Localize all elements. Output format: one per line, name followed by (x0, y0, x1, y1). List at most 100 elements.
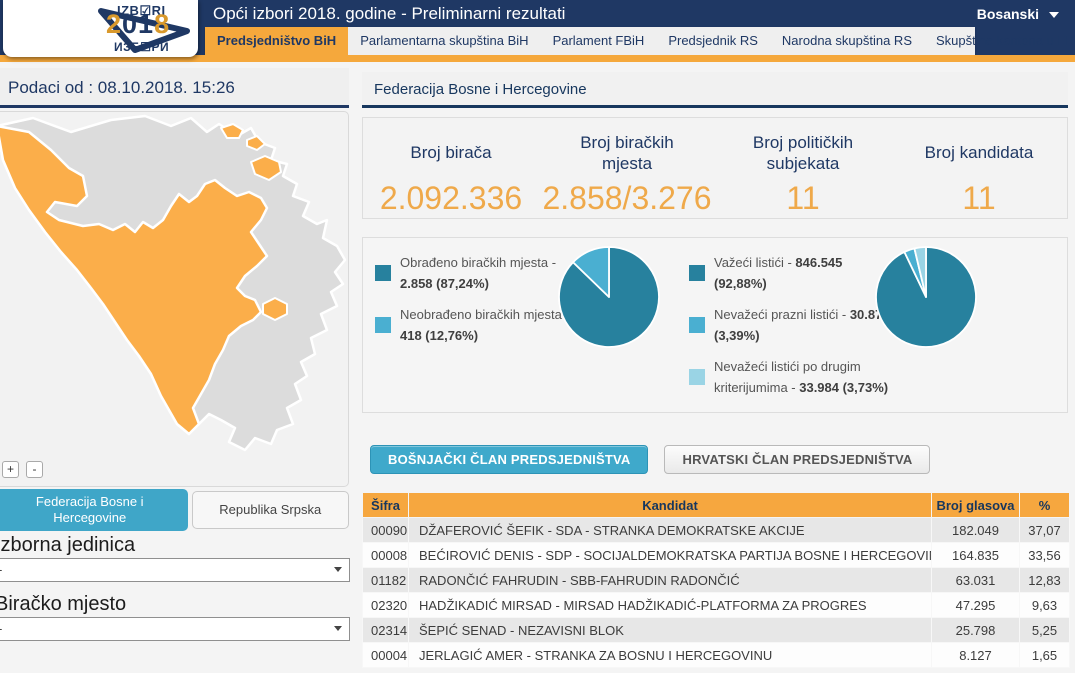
cell-code: 01182 (362, 567, 409, 593)
logo-text-izbori-cyrillic: ИЗБ☑РИ (114, 40, 170, 54)
cell-candidate: DŽAFEROVIĆ ŠEFIK - SDA - STRANKA DEMOKRA… (408, 517, 932, 543)
pie-chart-ballots (875, 246, 977, 348)
data-timestamp: Podaci od : 08.10.2018. 15:26 (0, 68, 349, 108)
legend-item: Nevažeći listići po drugim kriterijumima… (689, 356, 897, 399)
cell-candidate: JERLAGIĆ AMER - STRANKA ZA BOSNU I HERCE… (408, 642, 932, 668)
column-header-broj-glasova: Broj glasova (931, 492, 1020, 518)
izborna-jedinica-select[interactable]: - (0, 558, 350, 582)
region-title: Federacija Bosne i Hercegovine (362, 72, 1068, 108)
legend-swatch-light-blue (689, 369, 705, 386)
bosniak-member-button[interactable]: BOŠNJAČKI ČLAN PREDSJEDNIŠTVA (370, 445, 649, 474)
legend-swatch-dark-teal (375, 265, 391, 282)
table-row: 02320 HADŽIKADIĆ MIRSAD - MIRSAD HADŽIKAD… (362, 592, 1070, 618)
cell-votes: 63.031 (931, 567, 1020, 593)
legend-swatch-medium-blue (375, 317, 391, 334)
nav-tab-skupstine-kantona-fbih[interactable]: Skupštine kantona u FBiH (936, 33, 1075, 48)
column-header-percent: % (1019, 492, 1070, 518)
legend-item: Važeći listići - 846.545 (92,88%) (689, 252, 897, 295)
language-selector[interactable]: Bosanski (977, 6, 1059, 22)
bosnia-triangle-icon (98, 8, 190, 53)
summary-stats: Broj birača 2.092.336 Broj biračkih mjes… (362, 117, 1068, 219)
results-table-body: 00090 DŽAFEROVIĆ ŠEFIK - SDA - STRANKA DE… (362, 517, 1070, 668)
cell-code: 00090 (362, 517, 409, 543)
cell-percent: 37,07 (1019, 517, 1070, 543)
stat-broj-politickih-subjekata: Broj političkih subjekata 11 (752, 132, 854, 216)
biracko-mjesto-value: - (0, 621, 2, 636)
legend-item: Neobrađeno biračkih mjesta - 418 (12,76%… (375, 304, 583, 347)
cell-votes: 164.835 (931, 542, 1020, 568)
legend-swatch-medium-blue (689, 317, 705, 334)
nav-tab-parlament-fbih[interactable]: Parlament FBiH (552, 33, 645, 48)
legend-ballots: Važeći listići - 846.545 (92,88%) Nevaže… (689, 252, 897, 408)
pie-charts-panel: Obrađeno biračkih mjesta - 2.858 (87,24%… (362, 237, 1068, 413)
pie-slice (913, 246, 927, 298)
entity-tab-federacija-bih[interactable]: Federacija Bosne i Hercegovine (0, 489, 188, 531)
cell-percent: 12,83 (1019, 567, 1070, 593)
izbori-2018-logo: IZB☑RI 2018 ИЗБ☑РИ (3, 0, 198, 57)
map-zoom-controls: + - (2, 461, 43, 478)
stat-broj-kandidata: Broj kandidata 11 (924, 143, 1034, 216)
chevron-down-icon (334, 626, 342, 631)
map-zoom-in-button[interactable]: + (2, 461, 19, 478)
cell-votes: 182.049 (931, 517, 1020, 543)
izborna-jedinica-label: Izborna jedinica (0, 534, 136, 556)
bosnia-map[interactable]: + - (0, 111, 349, 487)
cell-votes: 47.295 (931, 592, 1020, 618)
cell-candidate: BEĆIROVIĆ DENIS - SDP - SOCIJALDEMOKRATS… (408, 542, 932, 568)
page-title: Opći izbori 2018. godine - Preliminarni … (213, 4, 566, 23)
cell-candidate: ŠEPIĆ SENAD - NEZAVISNI BLOK (408, 617, 932, 643)
entity-tab-republika-srpska[interactable]: Republika Srpska (191, 491, 349, 529)
table-header-row: Šifra Kandidat Broj glasova % (362, 492, 1070, 518)
cell-candidate: HADŽIKADIĆ MIRSAD - MIRSAD HADŽIKADIĆ-PL… (408, 592, 932, 618)
biracko-mjesto-select[interactable]: - (0, 617, 350, 641)
biracko-mjesto-label: Biračko mjesto (0, 593, 127, 615)
main-nav: Predsjedništvo BiH Parlamentarna skupšti… (205, 27, 1075, 55)
map-exclave-4 (262, 297, 288, 321)
language-label: Bosanski (976, 6, 1039, 22)
croat-member-button[interactable]: HRVATSKI ČLAN PREDSJEDNIŠTVA (664, 445, 931, 474)
cell-percent: 1,65 (1019, 642, 1070, 668)
accent-strip (0, 55, 1075, 62)
stat-broj-biraca: Broj birača 2.092.336 (379, 143, 523, 216)
map-exclave-2 (246, 135, 266, 151)
cell-percent: 33,56 (1019, 542, 1070, 568)
logo-text-izbori: IZB☑RI (117, 3, 166, 18)
map-exclave-3 (250, 155, 282, 181)
nav-tab-narodna-skupstina-rs[interactable]: Narodna skupština RS (781, 33, 912, 48)
legend-item: Nevažeći prazni listići - 30.879 (3,39%) (689, 304, 897, 347)
race-selector: BOŠNJAČKI ČLAN PREDSJEDNIŠTVA HRVATSKI Č… (370, 445, 931, 474)
table-row: 00090 DŽAFEROVIĆ ŠEFIK - SDA - STRANKA DE… (362, 517, 1070, 543)
pie-chart-polling-stations (558, 246, 660, 348)
nav-tab-predsjednik-rs[interactable]: Predsjednik RS (668, 33, 758, 48)
izborna-jedinica-value: - (0, 562, 2, 577)
cell-candidate: RADONČIĆ FAHRUDIN - SBB-FAHRUDIN RADONČI… (408, 567, 932, 593)
map-zoom-out-button[interactable]: - (26, 461, 43, 478)
map-region-federacija-bih (0, 125, 269, 436)
legend-item: Obrađeno biračkih mjesta - 2.858 (87,24%… (375, 252, 583, 295)
entity-tabs: Federacija Bosne i Hercegovine Republika… (0, 489, 349, 531)
map-exclave-1 (220, 123, 244, 139)
legend-swatch-dark-teal (689, 265, 705, 282)
results-table: Šifra Kandidat Broj glasova % 00090 DŽAFE… (362, 492, 1070, 668)
cell-votes: 25.798 (931, 617, 1020, 643)
cell-percent: 5,25 (1019, 617, 1070, 643)
table-row: 01182 RADONČIĆ FAHRUDIN - SBB-FAHRUDIN RA… (362, 567, 1070, 593)
table-row: 02314 ŠEPIĆ SENAD - NEZAVISNI BLOK 25.798 5… (362, 617, 1070, 643)
chevron-down-icon (334, 567, 342, 572)
legend-polling-stations: Obrađeno biračkih mjesta - 2.858 (87,24%… (375, 252, 583, 356)
bosnia-map-svg (0, 114, 347, 452)
chevron-down-icon (1049, 12, 1059, 19)
cell-code: 00004 (362, 642, 409, 668)
logo-year: 2018 (106, 9, 171, 39)
table-row: 00008 BEĆIROVIĆ DENIS - SDP - SOCIJALDEMO… (362, 542, 1070, 568)
cell-code: 02314 (362, 617, 409, 643)
pie-slice (572, 246, 610, 298)
nav-tab-parlamentarna-skupstina-bih[interactable]: Parlamentarna skupština BiH (360, 33, 529, 48)
column-header-sifra: Šifra (362, 492, 409, 518)
nav-tab-predsjednistvo-bih[interactable]: Predsjedništvo BiH (205, 27, 349, 55)
table-row: 00004 JERLAGIĆ AMER - STRANKA ZA BOSNU I … (362, 642, 1070, 668)
cell-code: 00008 (362, 542, 409, 568)
cell-percent: 9,63 (1019, 592, 1070, 618)
column-header-kandidat: Kandidat (408, 492, 932, 518)
